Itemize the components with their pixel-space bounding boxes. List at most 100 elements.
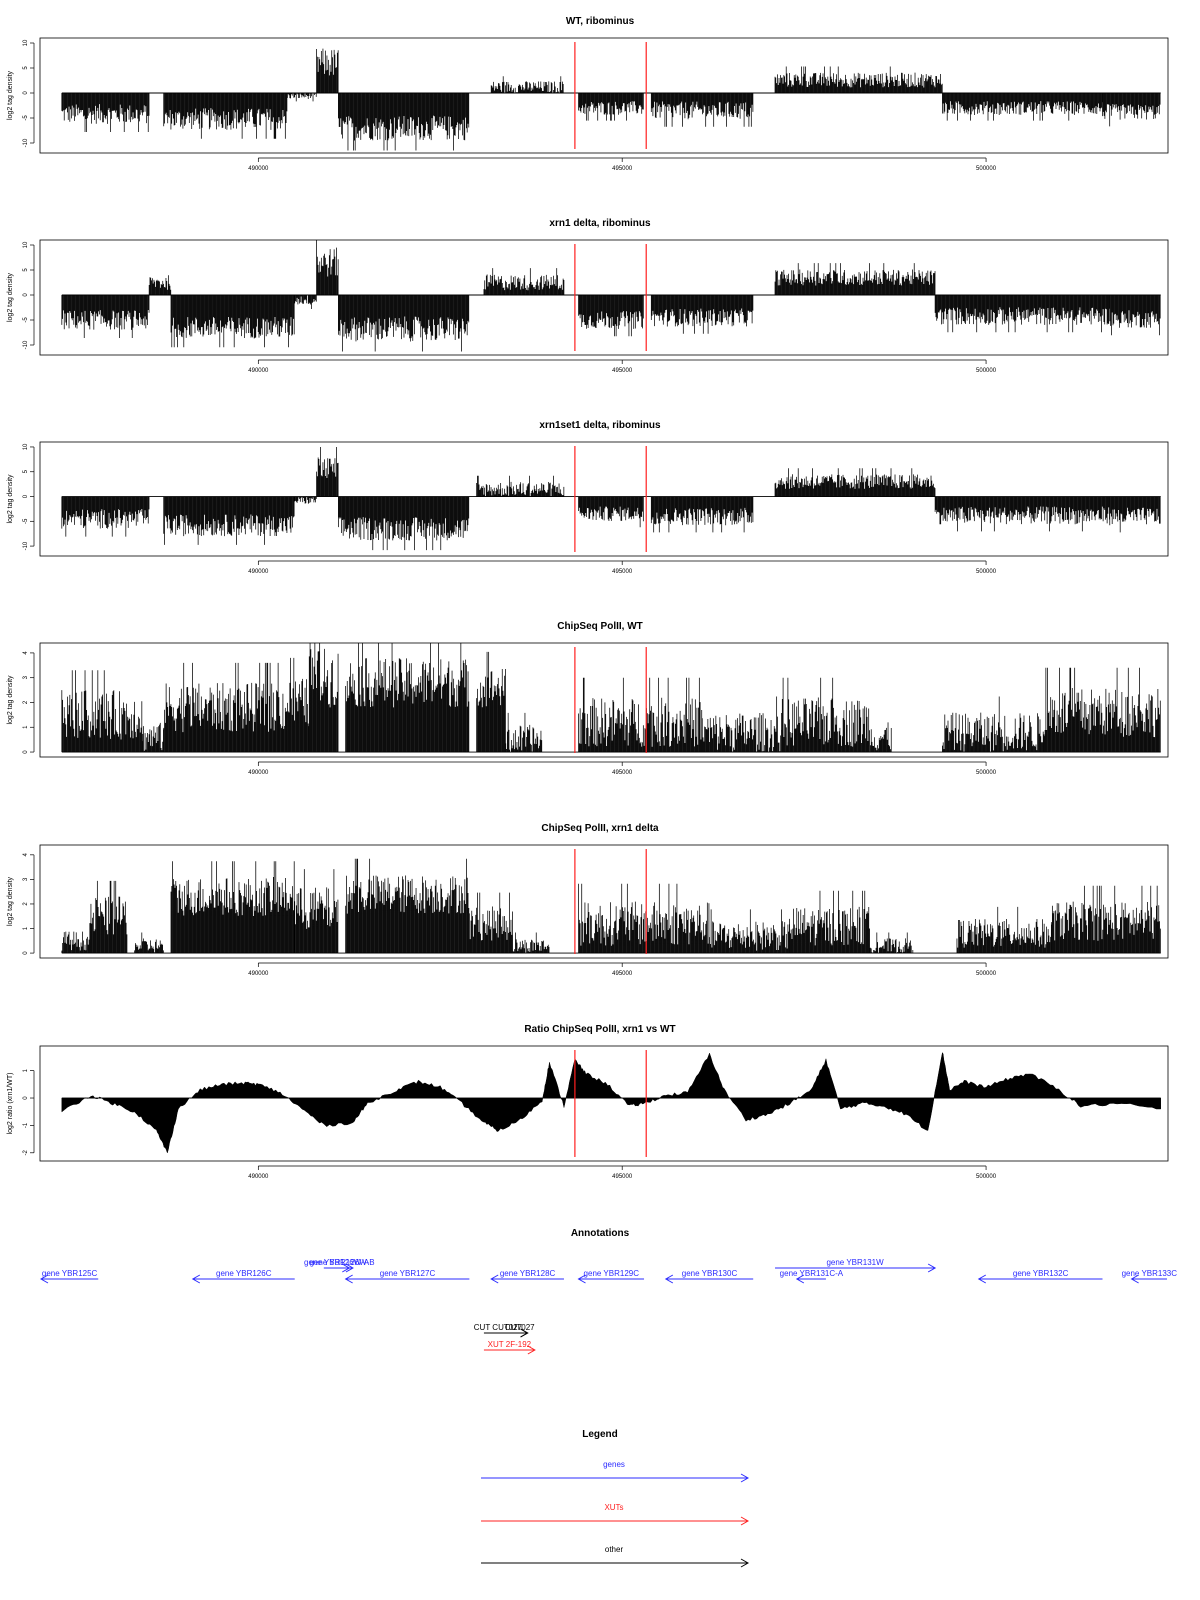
signal-segment: [476, 651, 506, 753]
arrowhead-icon: [345, 1263, 354, 1273]
arrowhead-icon: [740, 1558, 750, 1568]
gene-feature: gene YBR130C: [664, 1269, 754, 1284]
y-tick-label: -10: [23, 138, 29, 147]
signal-segment: [163, 93, 288, 139]
plot-frame: [39, 642, 1169, 758]
signal-segment: [650, 496, 754, 533]
gene-feature: gene YBR127C: [344, 1269, 470, 1284]
y-axis-label: log2 tag density: [7, 70, 14, 120]
other-label: CUT CUT027: [474, 1323, 523, 1332]
x-tick-label: 495000: [612, 770, 633, 776]
y-tick-label: 0: [23, 951, 29, 955]
signal-segment: [316, 240, 339, 295]
y-tick-label: 0: [23, 293, 29, 297]
y-tick-label: 10: [23, 443, 29, 450]
signal-segment: [942, 696, 1045, 753]
x-tick-label: 500000: [976, 971, 997, 977]
signal-segment: [337, 295, 470, 352]
signal-bars: [61, 48, 1161, 151]
legend-item-other: other: [481, 1545, 750, 1568]
gene-feature: gene YBR128C: [490, 1269, 564, 1284]
y-tick-label: 0: [23, 494, 29, 498]
arrowhead-icon: [527, 1345, 536, 1355]
signal-segment: [650, 295, 754, 334]
legend-items: genes XUTs other: [481, 1460, 750, 1568]
signal-segment: [170, 295, 295, 348]
x-tick-label: 490000: [248, 166, 269, 172]
track-title: WT, ribominus: [566, 16, 635, 27]
arrowhead-icon: [1130, 1274, 1139, 1284]
arrowhead-icon: [977, 1274, 987, 1284]
arrowhead-icon: [795, 1274, 805, 1284]
signal-segment: [61, 496, 150, 537]
signal-segment: [1109, 295, 1161, 336]
signal-segment: [345, 858, 470, 954]
x-tick-label: 490000: [248, 569, 269, 575]
arrowhead-icon: [344, 1274, 353, 1284]
gene-label: gene YBR131C-A: [780, 1269, 844, 1278]
signal-segment: [709, 909, 790, 954]
legend-panel: Legend genes XUTs other: [481, 1429, 750, 1568]
annotations-title: Annotations: [571, 1228, 630, 1239]
y-tick-label: 3: [23, 675, 29, 679]
gene-feature: gene YBR129C: [577, 1269, 645, 1284]
signal-segment: [512, 932, 550, 954]
signal-segment: [61, 295, 150, 338]
gene-feature: gene YBR131W: [775, 1258, 937, 1273]
y-tick-label: -5: [23, 518, 29, 524]
gene-label: gene YBR132C: [1013, 1269, 1069, 1278]
signal-segment: [578, 677, 703, 753]
track-ratio_xrn1_vs_wt: Ratio ChipSeq PolII, xrn1 vs WT -2 -1 0 1 log…: [7, 1024, 1169, 1180]
gene-label: gene YBR127C: [380, 1269, 436, 1278]
signal-segment: [578, 93, 644, 121]
signal-segment: [90, 880, 128, 954]
plot-frame: [39, 1045, 1169, 1162]
gene-feature: gene YBR133C: [1122, 1269, 1177, 1284]
signal-segment: [1102, 93, 1161, 127]
plot-frame: [39, 844, 1169, 959]
plot-frame: [39, 239, 1169, 356]
y-tick-label: 3: [23, 877, 29, 881]
y-tick-label: 10: [23, 39, 29, 46]
track-chipseq_wt: ChipSeq PolII, WT 0 1 2 3 4 log2 tag density 49…: [7, 621, 1169, 776]
plot-frame: [39, 441, 1169, 557]
legend-item-xuts: XUTs: [481, 1503, 750, 1526]
gene-feature: gene YBR132C: [977, 1269, 1103, 1284]
signal-segment: [141, 722, 164, 753]
legend-label: other: [605, 1545, 624, 1554]
gene-label: gene YBR130C: [682, 1269, 738, 1278]
signal-segment: [61, 670, 143, 753]
arrowhead-icon: [520, 1328, 529, 1338]
track-xrn1_ribominus: xrn1 delta, ribominus -10 -5 0 5 10 log2 tag d…: [7, 218, 1169, 374]
annotations-panel: Annotations gene YBR125C gene YBR126C gene…: [39, 1228, 1177, 1355]
y-axis-label: log2 tag density: [7, 474, 14, 524]
x-tick-label: 490000: [248, 1174, 269, 1180]
signal-segment: [774, 263, 936, 295]
x-tick-label: 495000: [612, 569, 633, 575]
y-tick-label: 4: [23, 651, 29, 655]
gene-label: gene YBR126C: [216, 1269, 272, 1278]
y-tick-label: 1: [23, 725, 29, 729]
y-tick-label: 5: [23, 268, 29, 272]
other-feature: CUT027: [505, 1323, 535, 1338]
signal-segment: [476, 475, 565, 497]
signal-segment: [490, 76, 564, 93]
y-tick-label: 0: [23, 750, 29, 754]
y-tick-label: 0: [23, 1096, 29, 1100]
signal-segment: [774, 66, 943, 93]
y-tick-label: 10: [23, 241, 29, 248]
signal-bars: [61, 240, 1161, 352]
track-title: xrn1 delta, ribominus: [549, 218, 651, 229]
signal-segment: [1109, 496, 1161, 533]
y-axis-label: log2 tag density: [7, 272, 14, 322]
signal-bars: [61, 446, 1161, 551]
signal-segment: [148, 275, 172, 295]
ratio-area: [61, 1051, 1161, 1154]
plot-frame: [39, 37, 1169, 154]
y-tick-label: 5: [23, 66, 29, 70]
signal-segment: [287, 93, 317, 102]
x-tick-label: 500000: [976, 569, 997, 575]
y-tick-label: 4: [23, 852, 29, 856]
y-tick-label: -10: [23, 541, 29, 550]
